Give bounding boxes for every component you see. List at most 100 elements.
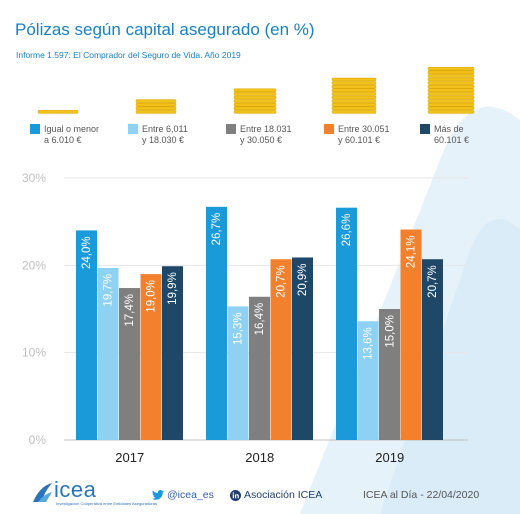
legend-swatch (128, 124, 138, 134)
coin-stack-icon (233, 92, 277, 96)
coin-stack-icon (427, 102, 475, 107)
coin-stack-icon (427, 99, 475, 103)
coin-stack-icon (331, 84, 377, 89)
coin-stack-icon (427, 81, 475, 85)
legend-swatch (324, 124, 334, 134)
coin-stack-icon (427, 92, 475, 96)
coin-stack-icon (331, 102, 377, 107)
y-tick-label: 20% (22, 258, 46, 272)
coin-stack-icon (427, 84, 475, 89)
coin-stack-icon (331, 92, 377, 96)
coin-stack-icon (427, 70, 475, 75)
legend-label: y 18.030 € (142, 135, 184, 145)
coin-stack-icon (331, 99, 377, 103)
chart-title: Pólizas según capital asegurado (en %) (15, 20, 315, 39)
coin-stack-icon (233, 88, 277, 93)
legend-label: y 60.101 € (338, 135, 380, 145)
bar-value-label: 15,3% (233, 312, 245, 345)
legend-label: 60.101 € (434, 135, 469, 145)
bar (162, 266, 183, 440)
coin-stack-icon (427, 66, 475, 71)
legend-label: Más de (434, 124, 464, 134)
bar-value-label: 17,4% (124, 294, 136, 327)
coin-stack-icon (427, 110, 475, 114)
bar-value-label: 26,7% (211, 213, 223, 246)
bar (400, 229, 422, 440)
bar-value-label: 24,0% (81, 236, 93, 269)
coin-stack-icon (37, 110, 79, 114)
coin-stack-icon (331, 110, 377, 114)
coin-stack-icon (233, 99, 277, 103)
bar-value-label: 19,9% (167, 272, 179, 305)
bar (119, 288, 140, 440)
bar (379, 309, 400, 440)
legend-label: y 30.050 € (240, 135, 282, 145)
twitter-link[interactable]: @icea_es (152, 489, 214, 501)
linkedin-link[interactable]: Asociación ICEA (230, 489, 322, 501)
bar (422, 259, 443, 440)
coin-stack-icon (135, 102, 177, 107)
bar (76, 230, 97, 440)
y-tick-label: 30% (22, 171, 46, 185)
bar-value-label: 20,7% (427, 265, 439, 298)
bar-value-label: 19,7% (103, 274, 115, 307)
coin-stack-icon (135, 106, 177, 111)
y-tick-label: 10% (22, 346, 46, 360)
bar-value-label: 19,0% (146, 280, 158, 313)
bar-value-label: 20,9% (297, 263, 309, 296)
twitter-handle: @icea_es (167, 489, 214, 501)
bar-value-label: 26,6% (341, 214, 353, 247)
legend-label: Entre 18.031 (240, 124, 292, 134)
footer: icea Investigación Cooperativa entre Ent… (0, 477, 520, 514)
coin-stack-icon (331, 106, 377, 111)
legend-label: Igual o menor (44, 124, 99, 134)
bar-value-label: 20,7% (276, 265, 288, 298)
bar-value-label: 16,4% (254, 303, 266, 336)
logo-subtext: Investigación Cooperativa entre Entidade… (56, 501, 157, 506)
bar (336, 207, 357, 440)
logo-text: icea (54, 477, 97, 502)
coin-stack-icon (135, 99, 177, 103)
y-tick-label: 0% (29, 433, 47, 447)
footer-credit: ICEA al Día - 22/04/2020 (363, 489, 480, 501)
coin-stack-icon (427, 106, 475, 111)
legend-label: Entre 6,011 (142, 124, 188, 134)
coin-stack-icon (331, 88, 377, 93)
coin-stack-icon (331, 95, 377, 100)
bar (249, 296, 270, 440)
bar (270, 259, 292, 440)
coin-stack-icon (427, 77, 475, 82)
x-category-label: 2017 (115, 450, 144, 465)
coin-stack-icon (135, 110, 177, 114)
coin-stack-icon (331, 77, 377, 82)
bar (357, 321, 379, 440)
x-category-label: 2019 (375, 450, 404, 465)
twitter-icon (152, 490, 164, 501)
legend-swatch (420, 124, 430, 134)
chart-subtitle: Informe 1.597: El Comprador del Seguro d… (16, 50, 241, 60)
legend-label: a 6.010 € (44, 135, 82, 145)
legend-swatch (226, 124, 236, 134)
legend-label: Entre 30.051 (338, 124, 390, 134)
coin-stack-icon (331, 81, 377, 85)
coin-stack-icon (233, 95, 277, 100)
linkedin-name: Asociación ICEA (244, 489, 323, 501)
bar-value-label: 15,0% (384, 315, 396, 348)
icea-logo-icon (33, 483, 52, 502)
coin-stack-icon (233, 102, 277, 107)
bar (97, 267, 119, 440)
linkedin-icon (230, 489, 241, 501)
bar (227, 306, 249, 440)
x-category-label: 2018 (245, 450, 274, 465)
coin-stack-icon (427, 88, 475, 93)
bar (140, 274, 162, 440)
bar (292, 257, 313, 440)
coin-stack-icon (427, 95, 475, 100)
legend-swatch (30, 124, 40, 134)
coin-stack-icon (233, 106, 277, 111)
bar (206, 206, 227, 440)
bar-value-label: 13,6% (363, 327, 375, 360)
bar-value-label: 24,1% (406, 236, 418, 269)
coin-stack-icon (233, 110, 277, 114)
